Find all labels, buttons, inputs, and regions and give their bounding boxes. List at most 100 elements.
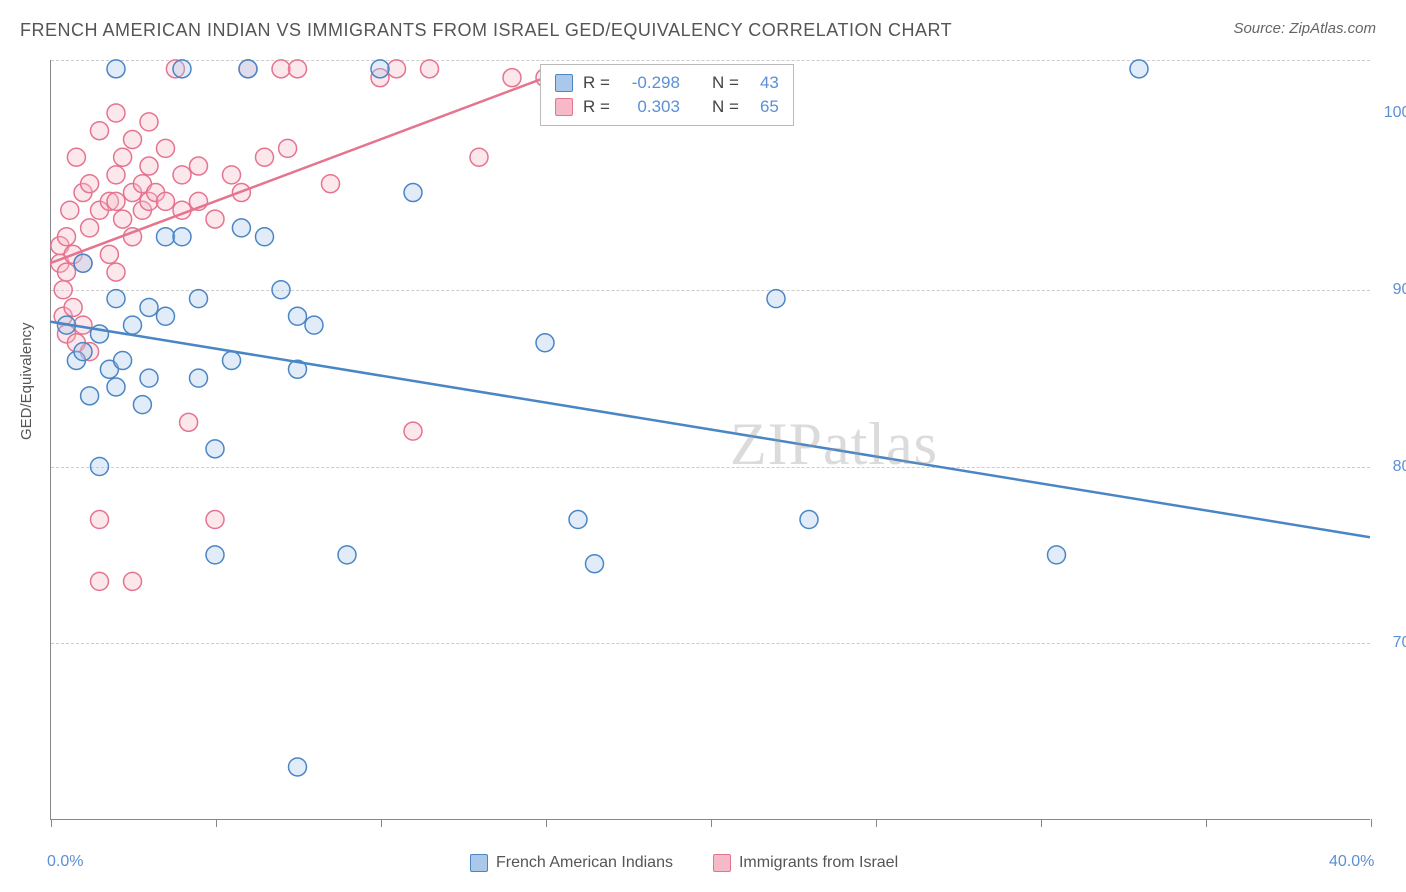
scatter-point	[371, 60, 389, 78]
legend-swatch	[470, 854, 488, 872]
scatter-point	[536, 334, 554, 352]
y-tick-label: 90.0%	[1393, 281, 1406, 299]
legend-item: French American Indians	[470, 854, 673, 872]
series-swatch	[555, 98, 573, 116]
stats-row: R = 0.303 N = 65	[555, 95, 779, 119]
scatter-point	[190, 369, 208, 387]
scatter-point	[289, 758, 307, 776]
y-tick-label: 80.0%	[1393, 458, 1406, 476]
scatter-point	[305, 316, 323, 334]
stat-n-label: N =	[712, 97, 739, 117]
scatter-point	[569, 511, 587, 529]
scatter-point	[272, 60, 290, 78]
correlation-stats-box: R =-0.298N =43R =0.303N =65	[540, 64, 794, 126]
scatter-point	[140, 113, 158, 131]
x-tick	[1371, 819, 1372, 827]
y-tick-label: 70.0%	[1393, 634, 1406, 652]
x-tick	[546, 819, 547, 827]
scatter-point	[157, 139, 175, 157]
scatter-point	[114, 148, 132, 166]
scatter-point	[223, 351, 241, 369]
scatter-point	[107, 166, 125, 184]
scatter-point	[404, 422, 422, 440]
legend-label: Immigrants from Israel	[739, 854, 898, 872]
chart-area: GED/Equivalency 70.0%80.0%90.0%100.0%0.0…	[50, 60, 1370, 820]
scatter-point	[388, 60, 406, 78]
scatter-point	[61, 201, 79, 219]
scatter-point	[140, 369, 158, 387]
scatter-point	[107, 290, 125, 308]
scatter-point	[289, 60, 307, 78]
legend-item: Immigrants from Israel	[713, 854, 898, 872]
series-swatch	[555, 74, 573, 92]
scatter-point	[54, 281, 72, 299]
x-tick	[711, 819, 712, 827]
stat-r-value: 0.303	[620, 97, 680, 117]
scatter-point	[272, 281, 290, 299]
scatter-point	[503, 69, 521, 87]
scatter-point	[140, 298, 158, 316]
stat-r-value: -0.298	[620, 73, 680, 93]
scatter-point	[107, 263, 125, 281]
chart-title: FRENCH AMERICAN INDIAN VS IMMIGRANTS FRO…	[20, 20, 952, 41]
stat-r-label: R =	[583, 73, 610, 93]
x-tick	[381, 819, 382, 827]
x-tick-label: 0.0%	[47, 853, 83, 871]
scatter-point	[107, 192, 125, 210]
stat-n-label: N =	[712, 73, 739, 93]
legend: French American Indians Immigrants from I…	[470, 854, 898, 872]
scatter-point	[232, 219, 250, 237]
scatter-point	[91, 122, 109, 140]
scatter-point	[107, 378, 125, 396]
scatter-point	[67, 148, 85, 166]
y-axis-label: GED/Equivalency	[18, 322, 35, 440]
scatter-point	[157, 192, 175, 210]
scatter-point	[586, 555, 604, 573]
scatter-point	[91, 511, 109, 529]
scatter-point	[81, 175, 99, 193]
scatter-point	[1048, 546, 1066, 564]
scatter-point	[256, 148, 274, 166]
scatter-point	[279, 139, 297, 157]
scatter-point	[470, 148, 488, 166]
scatter-point	[157, 228, 175, 246]
scatter-point	[223, 166, 241, 184]
scatter-point	[190, 157, 208, 175]
stats-row: R =-0.298N =43	[555, 71, 779, 95]
scatter-point	[91, 458, 109, 476]
scatter-point	[338, 546, 356, 564]
scatter-point	[74, 343, 92, 361]
scatter-point	[58, 263, 76, 281]
scatter-point	[114, 210, 132, 228]
stat-n-value: 65	[749, 97, 779, 117]
scatter-point	[206, 511, 224, 529]
scatter-point	[173, 228, 191, 246]
scatter-point	[322, 175, 340, 193]
scatter-point	[140, 157, 158, 175]
x-tick	[51, 819, 52, 827]
scatter-point	[173, 60, 191, 78]
scatter-point	[256, 228, 274, 246]
x-tick	[1206, 819, 1207, 827]
scatter-point	[289, 307, 307, 325]
trend-line	[50, 322, 1370, 538]
scatter-point	[124, 572, 142, 590]
scatter-point	[173, 166, 191, 184]
x-tick-label: 40.0%	[1329, 853, 1374, 871]
scatter-point	[81, 387, 99, 405]
x-tick	[1041, 819, 1042, 827]
scatter-point	[100, 245, 118, 263]
scatter-point	[58, 228, 76, 246]
scatter-point	[1130, 60, 1148, 78]
scatter-point	[157, 307, 175, 325]
scatter-point	[74, 254, 92, 272]
scatter-point	[64, 298, 82, 316]
scatter-point	[206, 546, 224, 564]
stat-r-label: R =	[583, 97, 610, 117]
scatter-point	[124, 131, 142, 149]
scatter-point	[107, 104, 125, 122]
scatter-point	[114, 351, 132, 369]
scatter-point	[800, 511, 818, 529]
scatter-point	[81, 219, 99, 237]
scatter-point	[206, 440, 224, 458]
